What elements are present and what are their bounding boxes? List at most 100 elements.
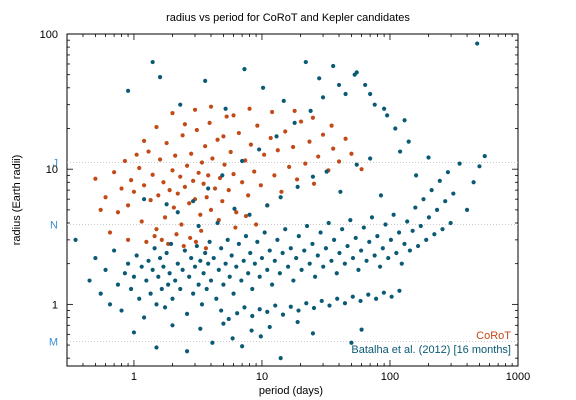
corot-point bbox=[222, 162, 227, 167]
kepler-point bbox=[198, 258, 203, 263]
corot-point bbox=[161, 180, 166, 185]
kepler-point bbox=[272, 258, 277, 263]
kepler-point bbox=[184, 311, 190, 317]
kepler-point bbox=[175, 210, 180, 215]
kepler-point bbox=[364, 258, 369, 263]
corot-point bbox=[112, 170, 117, 175]
kepler-point bbox=[265, 267, 270, 272]
kepler-point bbox=[201, 271, 206, 276]
corot-point bbox=[204, 195, 209, 200]
kepler-point bbox=[240, 158, 245, 164]
corot-point bbox=[231, 171, 236, 177]
corot-point bbox=[343, 136, 348, 141]
corot-point bbox=[134, 152, 139, 157]
kepler-point bbox=[373, 296, 379, 301]
kepler-point bbox=[386, 255, 391, 261]
corot-point bbox=[148, 198, 153, 203]
corot-point bbox=[139, 219, 144, 224]
kepler-point bbox=[354, 162, 359, 167]
corot-point bbox=[193, 239, 199, 244]
kepler-point bbox=[410, 228, 415, 233]
kepler-point bbox=[434, 207, 440, 212]
kepler-point bbox=[426, 215, 432, 220]
x-tick-label: 1 bbox=[131, 371, 137, 383]
legend-entry-batalha: Batalha et al. (2012) [16 months] bbox=[351, 344, 511, 356]
kepler-point bbox=[139, 264, 144, 269]
corot-point bbox=[164, 140, 169, 146]
kepler-point bbox=[206, 186, 211, 191]
kepler-point bbox=[288, 304, 293, 309]
kepler-point bbox=[203, 250, 208, 256]
corot-point bbox=[98, 207, 103, 212]
corot-point bbox=[182, 122, 187, 127]
kepler-point bbox=[248, 250, 253, 256]
kepler-point bbox=[475, 41, 480, 46]
kepler-point bbox=[320, 95, 326, 100]
corot-point bbox=[107, 230, 113, 235]
kepler-point bbox=[283, 227, 288, 232]
corot-point bbox=[181, 243, 186, 249]
kepler-point bbox=[122, 271, 128, 276]
kepler-point bbox=[295, 319, 300, 325]
kepler-point bbox=[273, 303, 278, 308]
kepler-point bbox=[168, 241, 174, 247]
kepler-point bbox=[240, 344, 245, 349]
kepler-point bbox=[304, 301, 309, 306]
kepler-point bbox=[156, 274, 161, 279]
kepler-point bbox=[342, 301, 348, 306]
kepler-point bbox=[230, 336, 235, 341]
corot-point bbox=[192, 107, 198, 112]
corot-point bbox=[125, 203, 131, 208]
kepler-point bbox=[229, 253, 234, 258]
corot-point bbox=[119, 186, 124, 191]
kepler-point bbox=[234, 264, 239, 269]
kepler-point bbox=[241, 258, 246, 263]
kepler-point bbox=[187, 274, 192, 279]
corot-point bbox=[236, 130, 241, 136]
kepler-point bbox=[242, 305, 247, 310]
kepler-point bbox=[232, 206, 237, 211]
kepler-point bbox=[167, 271, 172, 276]
kepler-point bbox=[280, 312, 286, 317]
corot-point bbox=[220, 199, 225, 204]
kepler-point bbox=[308, 108, 313, 113]
corot-point bbox=[174, 232, 179, 237]
kepler-point bbox=[396, 230, 402, 235]
corot-point bbox=[141, 138, 147, 143]
corot-point bbox=[311, 181, 317, 186]
corot-point bbox=[154, 227, 159, 232]
kepler-point bbox=[161, 264, 166, 269]
kepler-point bbox=[443, 199, 448, 204]
kepler-point bbox=[378, 193, 384, 198]
kepler-point bbox=[107, 302, 113, 307]
kepler-point bbox=[327, 303, 332, 308]
kepler-point bbox=[150, 59, 155, 65]
corot-point bbox=[329, 123, 334, 128]
kepler-point bbox=[152, 246, 157, 251]
corot-point bbox=[320, 132, 326, 137]
kepler-point bbox=[426, 155, 431, 160]
corot-point bbox=[272, 173, 277, 178]
kepler-point bbox=[194, 243, 199, 249]
kepler-point bbox=[87, 278, 92, 283]
y-tick-label: 100 bbox=[40, 29, 58, 41]
kepler-point bbox=[295, 184, 300, 189]
kepler-point bbox=[255, 239, 260, 244]
corot-point bbox=[131, 189, 137, 194]
kepler-point bbox=[199, 302, 205, 307]
kepler-point bbox=[226, 316, 231, 322]
corot-point bbox=[187, 201, 192, 206]
kepler-point bbox=[178, 286, 183, 292]
kepler-point bbox=[299, 267, 304, 272]
kepler-point bbox=[269, 282, 275, 287]
kepler-point bbox=[170, 296, 175, 301]
kepler-point bbox=[319, 298, 324, 304]
kepler-point bbox=[352, 72, 357, 77]
kepler-point bbox=[154, 345, 159, 350]
kepler-point bbox=[250, 286, 255, 292]
corot-point bbox=[290, 144, 296, 150]
kepler-point bbox=[331, 237, 337, 242]
kepler-point bbox=[345, 243, 350, 249]
corot-point bbox=[234, 210, 239, 215]
kepler-point bbox=[134, 253, 139, 258]
